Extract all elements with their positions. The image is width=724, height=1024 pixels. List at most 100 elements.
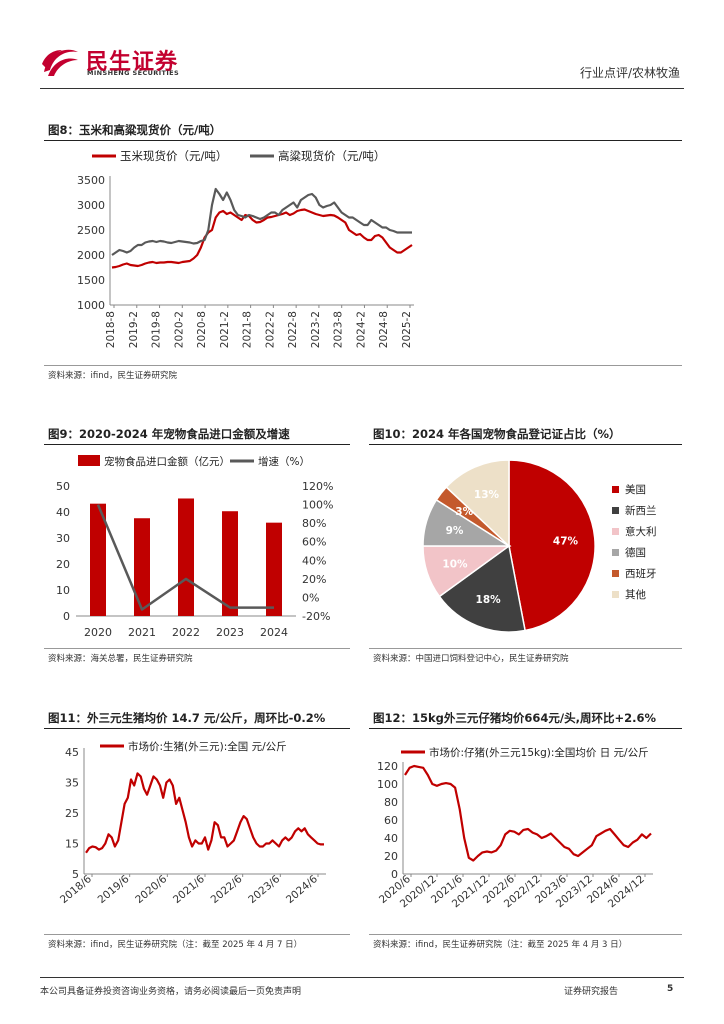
x-tick-label: 2022-8: [287, 311, 299, 348]
y-tick-label: 40: [384, 832, 398, 845]
y2-tick-label: 20%: [302, 573, 326, 586]
x-tick-label: 2021-8: [242, 311, 254, 348]
pie-data-label: 10%: [442, 559, 468, 571]
x-tick-label: 2023-2: [310, 311, 322, 348]
fig12-chart: 1201008060402002020/62020/122021/62021/1…: [377, 746, 653, 910]
legend-label: 市场价:仔猪(外三元15kg):全国均价 日 元/公斤: [429, 746, 649, 759]
pie-data-label: 13%: [474, 489, 500, 501]
y-tick-label: 5: [72, 868, 79, 881]
y-tick-label: 0: [391, 868, 398, 881]
series-line: [85, 772, 324, 854]
x-tick-label: 2019/6: [96, 873, 132, 906]
logo-text: 民生证券: [86, 50, 179, 75]
pie-slice: [445, 459, 510, 548]
y-tick-label: 20: [384, 850, 398, 863]
fig10-bottom-rule: [369, 648, 682, 649]
legend-swatch: [612, 591, 619, 598]
x-tick-label: 2025-2: [401, 311, 413, 348]
fig11-bottom-rule: [44, 934, 350, 935]
pie-slice: [438, 544, 526, 633]
legend-label: 玉米现货价（元/吨）: [120, 149, 227, 163]
series-line: [111, 208, 413, 269]
y2-tick-label: 0%: [302, 591, 319, 604]
y2-tick-label: 80%: [302, 517, 326, 530]
footer-disclaimer: 本公司具备证券投资咨询业务资格，请务必阅读最后一页免责声明: [40, 987, 302, 997]
x-tick-label: 2019-2: [128, 311, 140, 348]
x-tick-label: 2018-8: [105, 311, 117, 348]
y-tick-label: 100: [377, 778, 398, 791]
y-tick-label: 15: [65, 838, 79, 851]
footer-divider: [40, 977, 684, 978]
fig8-title: 图8：玉米和高粱现货价（元/吨）: [48, 123, 222, 137]
y-tick-label: 45: [65, 746, 79, 759]
legend-label: 高粱现货价（元/吨）: [278, 149, 385, 163]
y-tick-label: 30: [56, 532, 70, 545]
legend-label: 其他: [625, 588, 646, 601]
x-tick-label: 2020: [84, 626, 112, 639]
y2-tick-label: 100%: [302, 499, 333, 512]
y-tick-label: 80: [384, 796, 398, 809]
series-line: [111, 187, 412, 256]
fig10-source: 资料来源：中国进口饲料登记中心，民生证券研究院: [373, 654, 569, 664]
bar: [222, 511, 238, 616]
x-tick-label: 2023-8: [333, 311, 345, 348]
fig12-bottom-rule: [369, 934, 682, 935]
fig12-top-rule: [369, 728, 682, 729]
fig11-source: 资料来源：ifind，民生证券研究院（注：截至 2025 年 4 月 7 日）: [48, 940, 303, 950]
legend-label: 增速（%）: [258, 455, 310, 468]
legend-label: 市场价:生猪(外三元):全国 元/公斤: [128, 740, 287, 753]
x-tick-label: 2024: [260, 626, 288, 639]
fig9-bottom-rule: [44, 648, 350, 649]
x-tick-label: 2023: [216, 626, 244, 639]
fig12-source: 资料来源：ifind，民生证券研究院（注：截至 2025 年 4 月 3 日）: [373, 940, 628, 950]
y-tick-label: 50: [56, 480, 70, 493]
fig8-top-rule: [44, 140, 682, 141]
y-tick-label: 40: [56, 506, 70, 519]
fig9-source: 资料来源：海关总署，民生证券研究院: [48, 654, 193, 664]
y2-tick-label: 40%: [302, 554, 326, 567]
x-tick-label: 2024-2: [355, 311, 367, 348]
logo-icon: [42, 49, 78, 76]
legend-label: 新西兰: [625, 504, 657, 517]
pie-slice: [508, 459, 596, 632]
header-divider: [40, 88, 684, 89]
growth-line: [96, 504, 274, 611]
legend-swatch: [612, 570, 619, 577]
y-tick-label: 0: [63, 610, 70, 623]
pie-data-label: 18%: [476, 594, 502, 606]
x-tick-label: 2022/6: [209, 873, 245, 906]
y-tick-label: 120: [377, 760, 398, 773]
legend-swatch: [78, 455, 100, 466]
y-tick-label: 3000: [77, 199, 105, 212]
series-line: [404, 764, 652, 862]
fig9-title: 图9：2020-2024 年宠物食品进口金额及增速: [48, 427, 290, 441]
y-tick-label: 1000: [77, 299, 105, 312]
legend-label: 意大利: [625, 525, 657, 538]
fig8-bottom-rule: [44, 365, 682, 366]
legend-swatch: [612, 507, 619, 514]
fig11-title: 图11：外三元生猪均价 14.7 元/公斤，周环比-0.2%: [48, 711, 326, 725]
y-tick-label: 60: [384, 814, 398, 827]
bar: [134, 518, 150, 616]
fig11-top-rule: [44, 728, 350, 729]
x-tick-label: 2020/6: [133, 873, 169, 906]
y-tick-label: 35: [65, 777, 79, 790]
legend-swatch: [612, 528, 619, 535]
y2-tick-label: -20%: [302, 610, 330, 623]
legend-label: 宠物食品进口金额（亿元）: [104, 455, 230, 468]
fig12-title: 图12：15kg外三元仔猪均价664元/头,周环比+2.6%: [373, 711, 656, 725]
pie-data-label: 9%: [446, 525, 464, 537]
legend-swatch: [612, 486, 619, 493]
y-tick-label: 2500: [77, 224, 105, 237]
y2-tick-label: 60%: [302, 536, 326, 549]
bar: [90, 503, 106, 616]
x-tick-label: 2021/6: [171, 873, 207, 906]
fig9-top-rule: [44, 444, 350, 445]
y-tick-label: 20: [56, 558, 70, 571]
x-tick-label: 2021: [128, 626, 156, 639]
y-tick-label: 25: [65, 807, 79, 820]
x-tick-label: 2022-2: [264, 311, 276, 348]
fig9-chart: 50 40 30 20 10 0 120% 100% 80% 60% 40% 20% 0% -20% 202…: [56, 455, 333, 639]
